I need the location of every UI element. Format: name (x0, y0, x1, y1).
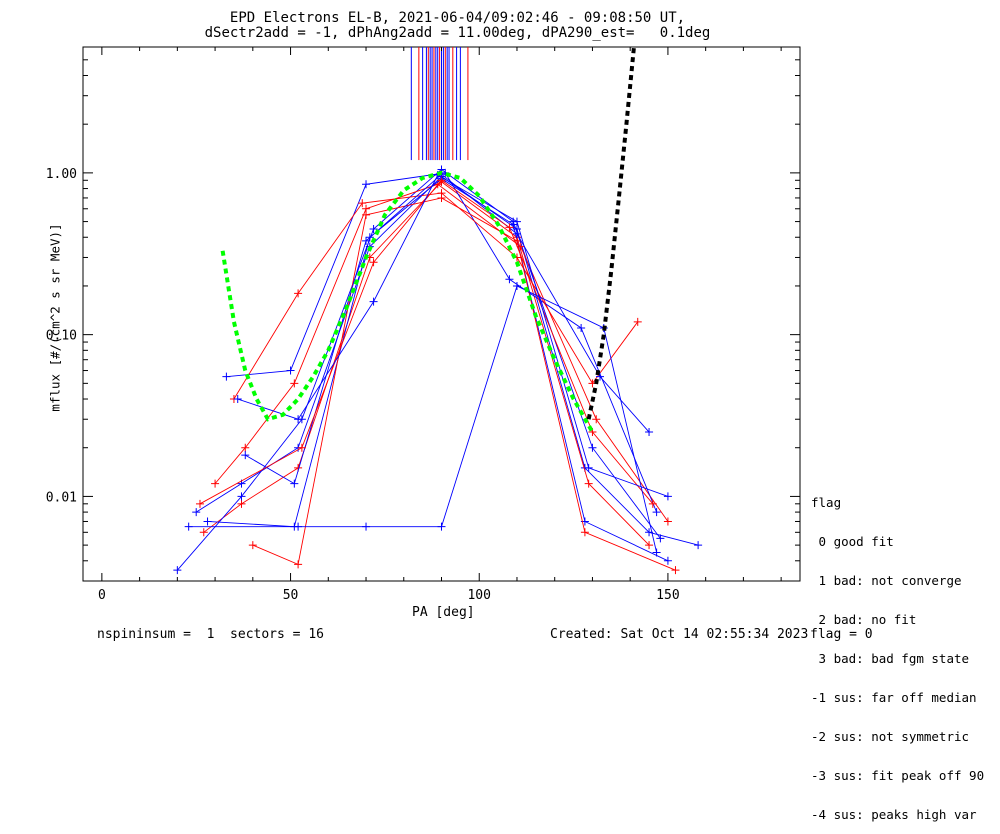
data-point (437, 522, 446, 531)
data-point (584, 479, 593, 488)
data-point (512, 217, 521, 226)
data-point (199, 528, 208, 537)
data-layer (173, 47, 703, 575)
data-point (645, 428, 654, 437)
series-line (195, 175, 699, 546)
data-point (237, 499, 246, 508)
legend-item: 0 good fit (811, 534, 894, 549)
y-axis-label: mflux [#/(cm^2 s sr MeV)] (47, 223, 63, 412)
data-point (369, 258, 378, 267)
data-point (362, 522, 371, 531)
series-line (252, 197, 676, 571)
data-point (505, 223, 514, 232)
y-tick-label: 0.10 (46, 329, 77, 344)
data-point (294, 522, 303, 531)
data-point (437, 193, 446, 202)
flag-status: flag = 0 (810, 627, 873, 642)
data-point (512, 229, 521, 238)
x-tick-label: 150 (656, 588, 679, 603)
data-point (592, 415, 601, 424)
data-point (663, 492, 672, 501)
data-point (694, 541, 703, 550)
series-line (177, 168, 661, 571)
legend-title: flag (811, 495, 842, 510)
data-point (580, 528, 589, 537)
data-point (645, 541, 654, 550)
data-point (211, 479, 220, 488)
chart-title-line2: dSectr2add = -1, dPhAng2add = 11.00deg, … (204, 25, 711, 41)
chart-title-line1: EPD Electrons EL-B, 2021-06-04/09:02:46 … (229, 10, 686, 26)
green-fit-curve (220, 170, 595, 434)
data-point (286, 366, 295, 375)
data-point (290, 379, 299, 388)
series-line (233, 192, 639, 400)
data-point (369, 224, 378, 233)
data-point (633, 317, 642, 326)
data-point (294, 289, 303, 298)
data-point (663, 517, 672, 526)
data-point (233, 395, 242, 404)
data-point (290, 479, 299, 488)
series-line (226, 172, 658, 513)
data-point (588, 443, 597, 452)
data-point (362, 210, 371, 219)
legend-item: 1 bad: not converge (811, 573, 962, 588)
flag-legend: flag 0 good fit 1 bad: not converge 2 ba… (811, 470, 984, 834)
data-point (505, 275, 514, 284)
y-tick-label: 1.00 (46, 167, 77, 182)
data-point (241, 451, 250, 460)
x-tick-label: 0 (98, 588, 106, 603)
data-point (362, 180, 371, 189)
legend-item: -3 sus: fit peak off 90 (811, 768, 985, 783)
data-point (192, 508, 201, 517)
data-point (173, 566, 182, 575)
data-point (195, 499, 204, 508)
x-axis-label: PA [deg] (412, 605, 475, 620)
legend-item: -2 sus: not symmetric (811, 729, 970, 744)
legend-item: -1 sus: far off median (811, 690, 977, 705)
footer-info: nspininsum = 1 sectors = 16 (97, 627, 324, 642)
series-line (207, 178, 669, 562)
data-point (294, 415, 303, 424)
created-stamp: Created: Sat Oct 14 02:55:34 2023 (550, 627, 809, 642)
data-point (663, 556, 672, 565)
legend-item: 2 bad: no fit (811, 612, 917, 627)
data-point (184, 522, 193, 531)
data-point (248, 541, 257, 550)
data-point (584, 463, 593, 472)
data-point (512, 236, 521, 245)
chart-canvas: 0 50 100 150 0.01 0.10 1.00 (46, 46, 801, 603)
series-line (214, 183, 669, 522)
black-fit-curve (586, 47, 636, 420)
data-point (595, 372, 604, 381)
data-point (652, 508, 661, 517)
data-point (237, 492, 246, 501)
data-point (241, 443, 250, 452)
x-tick-label: 100 (467, 588, 490, 603)
series-line (203, 181, 650, 546)
data-point (222, 372, 231, 381)
legend-item: 3 bad: bad fgm state (811, 651, 970, 666)
data-point (362, 236, 371, 245)
data-point (369, 297, 378, 306)
legend-item: -4 sus: peaks high var (811, 807, 977, 822)
data-point (294, 560, 303, 569)
data-point (358, 199, 367, 208)
axes-layer: 0 50 100 150 0.01 0.10 1.00 (46, 46, 800, 603)
x-tick-label: 50 (283, 588, 299, 603)
data-point (512, 281, 521, 290)
y-tick-label: 0.01 (46, 490, 77, 505)
data-point (297, 443, 306, 452)
data-point (671, 566, 680, 575)
data-point (656, 534, 665, 543)
data-point (652, 548, 661, 557)
data-point (577, 323, 586, 332)
data-point (203, 517, 212, 526)
data-point (648, 499, 657, 508)
